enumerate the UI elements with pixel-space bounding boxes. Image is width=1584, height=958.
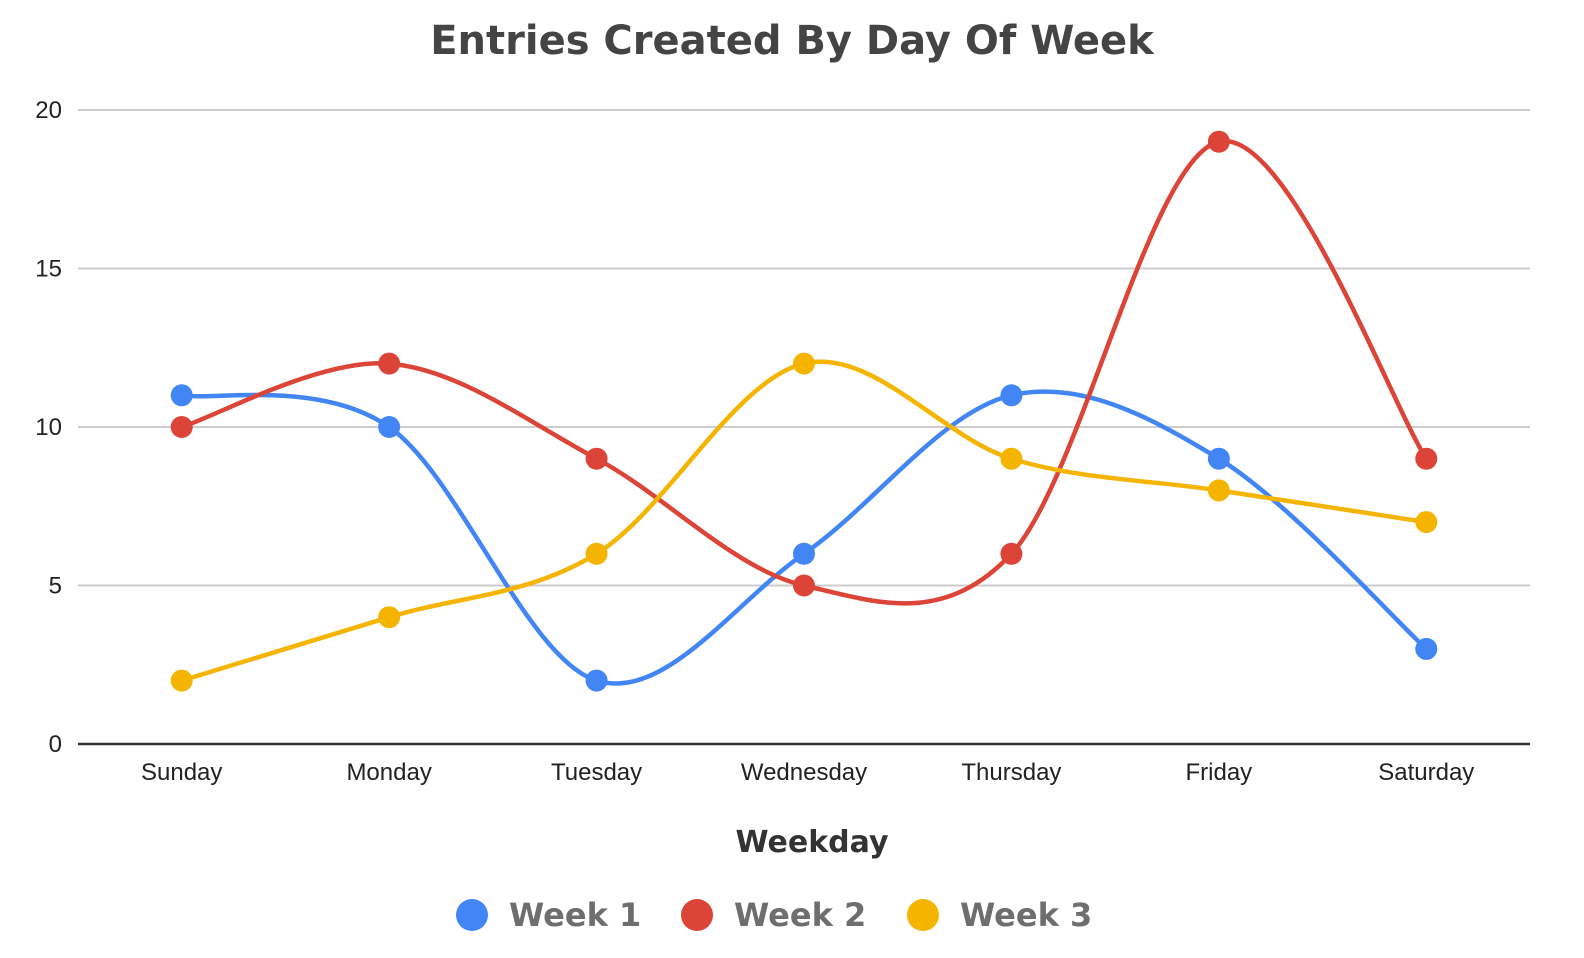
x-tick-label: Friday bbox=[1186, 759, 1253, 786]
data-point-series-2[interactable] bbox=[378, 352, 401, 375]
x-tick-label: Monday bbox=[346, 759, 431, 786]
data-point-series-1[interactable] bbox=[1207, 447, 1230, 470]
legend-label: Week 1 bbox=[509, 896, 641, 934]
legend-label: Week 3 bbox=[960, 896, 1092, 934]
data-point-series-2[interactable] bbox=[585, 447, 608, 470]
legend-item-2[interactable]: Week 2 bbox=[681, 896, 866, 934]
series-line-1 bbox=[179, 389, 1429, 686]
x-tick-label: Sunday bbox=[141, 759, 222, 786]
data-point-series-1[interactable] bbox=[793, 542, 815, 565]
legend-label: Week 2 bbox=[734, 896, 866, 934]
data-point-series-3[interactable] bbox=[378, 606, 401, 629]
data-point-series-2[interactable] bbox=[1415, 447, 1438, 470]
y-tick-label: 0 bbox=[49, 731, 62, 758]
data-point-series-3[interactable] bbox=[1415, 511, 1438, 534]
data-point-series-3[interactable] bbox=[170, 669, 193, 692]
y-tick-label: 20 bbox=[35, 97, 62, 124]
legend-swatch bbox=[681, 899, 713, 931]
data-point-series-2[interactable] bbox=[793, 574, 815, 597]
legend-swatch bbox=[907, 899, 939, 931]
legend[interactable]: Week 1 Week 2 Week 3 bbox=[456, 896, 1092, 934]
data-point-series-1[interactable] bbox=[585, 669, 608, 692]
y-tick-label: 5 bbox=[49, 573, 62, 600]
y-tick-label: 15 bbox=[35, 256, 62, 283]
x-tick-label: Tuesday bbox=[551, 759, 642, 786]
data-point-series-2[interactable] bbox=[170, 416, 193, 438]
series-lines bbox=[179, 139, 1429, 686]
data-point-series-3[interactable] bbox=[1207, 479, 1230, 502]
legend-item-3[interactable]: Week 3 bbox=[907, 896, 1092, 934]
series-line-2 bbox=[179, 139, 1429, 606]
data-point-series-1[interactable] bbox=[170, 384, 193, 407]
chart-title: Entries Created By Day Of Week bbox=[430, 18, 1155, 64]
x-axis-label: Weekday bbox=[735, 825, 888, 860]
data-point-series-1[interactable] bbox=[1415, 637, 1438, 660]
y-axis-ticks: 0 5 10 15 20 bbox=[35, 97, 62, 758]
series-points bbox=[170, 130, 1438, 692]
data-point-series-3[interactable] bbox=[1000, 447, 1023, 470]
x-tick-label: Saturday bbox=[1378, 759, 1474, 786]
data-point-series-2[interactable] bbox=[1207, 130, 1230, 153]
data-point-series-1[interactable] bbox=[1000, 384, 1023, 407]
data-point-series-3[interactable] bbox=[585, 542, 608, 565]
data-point-series-2[interactable] bbox=[1000, 542, 1023, 565]
legend-item-1[interactable]: Week 1 bbox=[456, 896, 641, 934]
data-point-series-3[interactable] bbox=[793, 352, 815, 375]
x-tick-label: Wednesday bbox=[741, 759, 867, 786]
x-tick-label: Thursday bbox=[961, 759, 1061, 786]
series-line-3 bbox=[179, 359, 1429, 683]
data-point-series-1[interactable] bbox=[378, 416, 401, 438]
gridlines bbox=[78, 109, 1530, 746]
legend-swatch bbox=[456, 899, 488, 931]
y-tick-label: 10 bbox=[35, 414, 62, 441]
x-axis-ticks: Sunday Monday Tuesday Wednesday Thursday Frid… bbox=[141, 759, 1474, 786]
